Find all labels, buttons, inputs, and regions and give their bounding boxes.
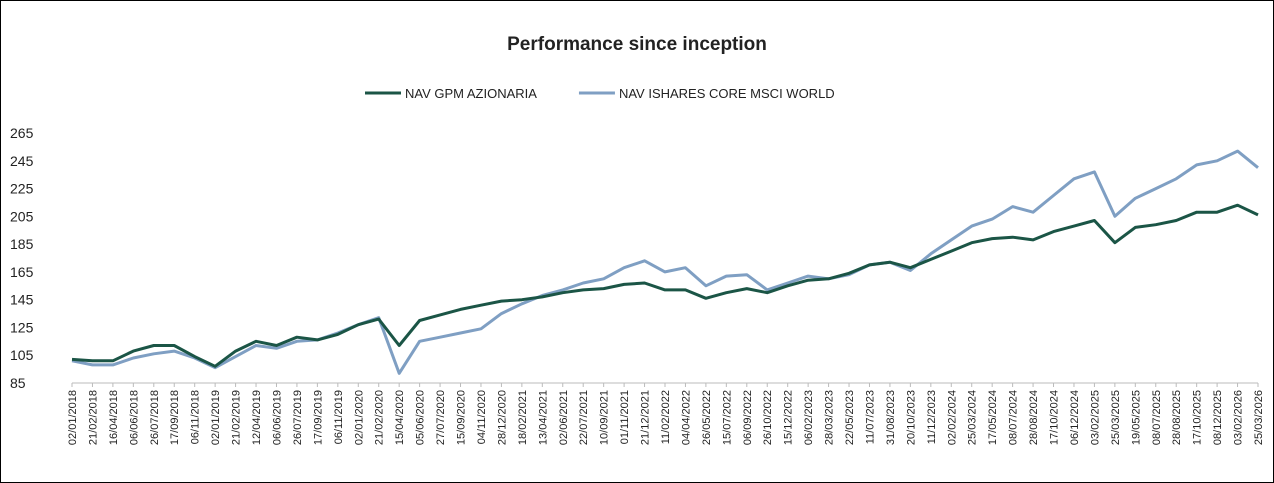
y-tick-label: 125 xyxy=(10,319,34,335)
x-tick-label: 28/08/2024 xyxy=(1028,390,1040,445)
x-tick-label: 26/05/2022 xyxy=(701,390,713,445)
x-tick-label: 08/07/2024 xyxy=(1008,390,1020,445)
y-tick-label: 105 xyxy=(10,347,34,363)
x-tick-label: 01/11/2021 xyxy=(619,390,631,444)
x-tick-label: 06/11/2019 xyxy=(333,390,345,444)
x-tick-label: 26/07/2018 xyxy=(149,390,161,445)
x-tick-label: 19/05/2025 xyxy=(1130,390,1142,445)
x-tick-label: 05/06/2020 xyxy=(415,390,427,445)
y-tick-label: 85 xyxy=(10,375,26,391)
x-tick-label: 22/07/2021 xyxy=(578,390,590,445)
x-tick-label: 02/01/2019 xyxy=(210,390,222,445)
chart-title: Performance since inception xyxy=(507,34,767,55)
y-tick-label: 185 xyxy=(10,236,34,252)
x-tick-label: 10/09/2021 xyxy=(599,390,611,445)
series-line xyxy=(71,203,1259,368)
x-tick-label: 06/02/2023 xyxy=(803,390,815,445)
x-tick-label: 12/04/2019 xyxy=(251,390,263,445)
x-tick-label: 02/02/2024 xyxy=(946,390,958,445)
x-tick-label: 04/04/2022 xyxy=(680,390,692,445)
x-tick-label: 17/10/2025 xyxy=(1192,390,1204,445)
x-tick-label: 25/03/2025 xyxy=(1110,390,1122,445)
x-tick-label: 15/09/2020 xyxy=(456,390,468,445)
x-tick-label: 17/09/2018 xyxy=(169,390,181,445)
y-tick-label: 245 xyxy=(10,153,34,169)
x-tick-label: 22/05/2023 xyxy=(844,390,856,445)
x-tick-label: 03/02/2026 xyxy=(1233,390,1245,445)
x-tick-label: 31/08/2023 xyxy=(885,390,897,445)
y-tick-label: 145 xyxy=(10,292,34,308)
y-tick-label: 225 xyxy=(10,181,34,197)
x-tick-label: 06/09/2022 xyxy=(742,390,754,445)
x-tick-label: 08/12/2025 xyxy=(1212,390,1224,445)
x-tick-label: 06/11/2018 xyxy=(190,390,202,444)
x-tick-label: 17/09/2019 xyxy=(312,390,324,445)
y-tick-label: 165 xyxy=(10,264,34,280)
x-tick-label: 17/05/2024 xyxy=(987,390,999,445)
x-tick-label: 02/01/2018 xyxy=(67,390,79,445)
legend-label: NAV ISHARES CORE MSCI WORLD xyxy=(619,86,835,101)
x-tick-label: 28/08/2025 xyxy=(1171,390,1183,445)
x-tick-label: 06/06/2018 xyxy=(128,390,140,445)
x-tick-label: 08/07/2025 xyxy=(1151,390,1163,445)
x-tick-label: 21/02/2019 xyxy=(231,390,243,445)
x-tick-label: 28/12/2020 xyxy=(496,390,508,445)
legend-label: NAV GPM AZIONARIA xyxy=(405,86,537,101)
y-tick-label: 205 xyxy=(10,208,34,224)
x-tick-label: 17/10/2024 xyxy=(1049,390,1061,445)
x-tick-label: 25/03/2024 xyxy=(967,390,979,445)
x-tick-label: 21/02/2018 xyxy=(87,390,99,445)
x-tick-label: 13/04/2021 xyxy=(537,390,549,445)
x-tick-label: 28/03/2023 xyxy=(824,390,836,445)
x-tick-label: 02/01/2020 xyxy=(353,390,365,445)
x-tick-label: 25/03/2026 xyxy=(1253,390,1265,445)
series-line xyxy=(71,149,1259,375)
x-tick-label: 26/07/2019 xyxy=(292,390,304,445)
x-tick-label: 02/06/2021 xyxy=(558,390,570,445)
x-tick-label: 11/02/2022 xyxy=(660,390,672,444)
x-tick-label: 03/02/2025 xyxy=(1089,390,1101,445)
x-tick-label: 06/12/2024 xyxy=(1069,390,1081,445)
x-tick-label: 15/12/2022 xyxy=(783,390,795,445)
x-tick-label: 16/04/2018 xyxy=(108,390,120,445)
x-tick-label: 06/06/2019 xyxy=(271,390,283,445)
x-tick-label: 26/10/2022 xyxy=(762,390,774,445)
x-tick-label: 21/02/2020 xyxy=(374,390,386,445)
x-tick-label: 15/04/2020 xyxy=(394,390,406,445)
x-tick-label: 18/02/2021 xyxy=(517,390,529,445)
x-tick-label: 04/11/2020 xyxy=(476,390,488,444)
y-tick-label: 265 xyxy=(10,125,34,141)
x-tick-label: 21/12/2021 xyxy=(640,390,652,445)
x-tick-label: 11/07/2023 xyxy=(864,390,876,444)
x-tick-label: 27/07/2020 xyxy=(435,390,447,445)
x-tick-label: 15/07/2022 xyxy=(721,390,733,445)
x-tick-label: 11/12/2023 xyxy=(926,390,938,444)
x-tick-label: 20/10/2023 xyxy=(905,390,917,445)
